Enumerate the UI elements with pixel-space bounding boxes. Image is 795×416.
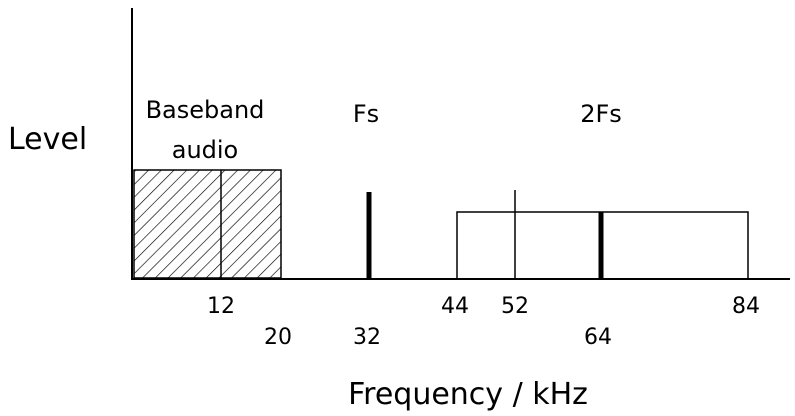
x-axis-label: Frequency / kHz — [348, 377, 588, 412]
tick-label-64: 64 — [584, 325, 612, 350]
baseband-band — [133, 169, 282, 279]
tick-label-12: 12 — [207, 294, 235, 319]
y-axis-label: Level — [8, 122, 87, 157]
subcarrier-label: 2Fs — [580, 100, 622, 128]
tick-label-44: 44 — [441, 294, 469, 319]
tick-label-52: 52 — [501, 294, 529, 319]
baseband-label-line1: Baseband — [146, 96, 265, 124]
tick-label-20: 20 — [264, 325, 292, 350]
pilot-label: Fs — [353, 100, 379, 128]
baseband-label-line2: audio — [172, 136, 239, 164]
tick-label-84: 84 — [732, 294, 760, 319]
tick-label-32: 32 — [353, 325, 381, 350]
